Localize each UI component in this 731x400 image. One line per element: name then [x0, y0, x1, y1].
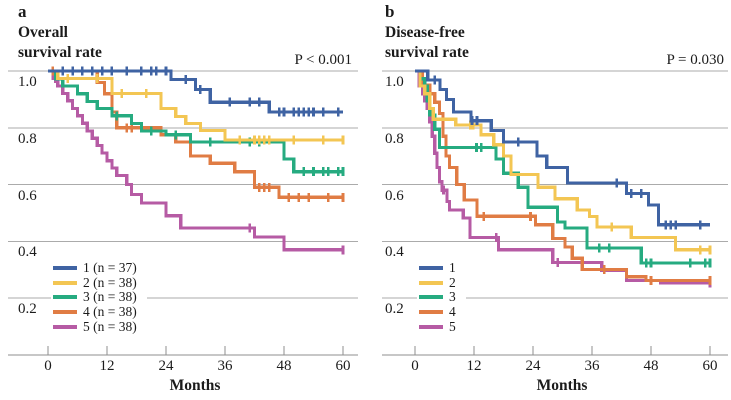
panel-a-legend-label-1: 1 (n = 37) — [83, 260, 137, 276]
panel-a-ytick-0.8: 0.8 — [18, 130, 37, 147]
panel-a-title: Overall survival rate — [18, 23, 102, 63]
panel-b-legend-item-5: 5 — [419, 319, 456, 334]
panel-a-legend-item-3: 3 (n = 38) — [53, 289, 137, 305]
panel-b-legend-item-1: 1 — [419, 260, 456, 276]
panel-a-legend-item-2: 2 (n = 38) — [53, 274, 137, 291]
panel-b-ytick-0.4: 0.4 — [385, 244, 404, 261]
panel-a-title-line2: survival rate — [18, 44, 102, 62]
panel-b-letter: b — [385, 2, 395, 21]
panel-a-legend-swatch-3 — [53, 295, 77, 300]
panel-a-xtick-12: 12 — [99, 358, 115, 374]
panel-b-xtick-24: 24 — [525, 358, 541, 374]
panel-b-legend-label-2: 2 — [449, 274, 456, 290]
panel-a-xtick-24: 24 — [158, 358, 174, 374]
panel-a-legend-label-2: 2 (n = 38) — [83, 274, 137, 290]
panel-a-legend-swatch-4 — [53, 310, 77, 315]
panel-a-letter: a — [18, 2, 27, 21]
panel-b-legend-label-5: 5 — [449, 318, 456, 334]
panel-a-legend-swatch-5 — [53, 324, 77, 329]
panel-a-xtick-48: 48 — [276, 358, 292, 374]
panel-b-ytick-1.0: 1.0 — [385, 74, 404, 90]
panel-b-title-line1: Disease-free — [385, 24, 465, 41]
panel-b-legend-swatch-3 — [419, 295, 443, 300]
panel-b-ytick-0.8: 0.8 — [385, 130, 404, 147]
panel-a-xaxis-title: Months — [169, 377, 221, 394]
panel-b-xtick-48: 48 — [643, 358, 659, 374]
panel-b-ytick-0.2: 0.2 — [385, 301, 404, 317]
panel-b-legend-item-4: 4 — [419, 304, 456, 320]
panel-a-legend-label-4: 4 (n = 38) — [83, 304, 137, 320]
panel-b-xtick-0: 0 — [411, 358, 419, 374]
panel-a-legend-swatch-2 — [53, 280, 77, 285]
panel-b-xtick-60: 60 — [702, 358, 718, 374]
panel-b-legend-item-3: 3 — [419, 289, 456, 305]
panel-a-ytick-0.4: 0.4 — [18, 244, 37, 261]
panel-a-legend: 1 (n = 37) 2 (n = 38) 3 (n = 38) 4 (n = 38)… — [51, 258, 147, 337]
panel-a-legend-item-1: 1 (n = 37) — [53, 260, 137, 276]
panel-b-legend-swatch-1 — [419, 266, 443, 271]
panel-a-series-1-curve — [48, 69, 343, 114]
panel-a-xtick-60: 60 — [335, 358, 351, 374]
panel-b-legend-label-4: 4 — [449, 304, 456, 320]
panel-b-series-5-curve — [415, 69, 710, 285]
panel-a-series-2-curve — [48, 69, 343, 142]
panel-a-xtick-0: 0 — [44, 358, 52, 374]
panel-b-ytick-0.6: 0.6 — [385, 187, 404, 204]
panel-a-series-5-curve — [48, 69, 343, 252]
panel-b-legend-swatch-5 — [419, 324, 443, 329]
panel-b-title: Disease-free survival rate — [385, 23, 469, 63]
panel-b-xaxis-title: Months — [536, 377, 588, 394]
panel-b-xtick-36: 36 — [584, 358, 600, 374]
panel-b-pvalue: P = 0.030 — [666, 52, 725, 68]
panel-a-legend-item-4: 4 (n = 38) — [53, 304, 137, 320]
panel-b-series-2-curve — [415, 69, 710, 252]
panel-a-legend-swatch-1 — [53, 266, 77, 271]
panel-a-xtick-36: 36 — [217, 358, 233, 374]
panel-b-xtick-12: 12 — [466, 358, 482, 374]
panel-b-title-line2: survival rate — [385, 44, 469, 62]
panel-a-pvalue: P < 0.001 — [294, 52, 353, 68]
panel-a-legend-label-5: 5 (n = 38) — [83, 318, 137, 334]
panel-a-ytick-1.0: 1.0 — [18, 74, 37, 90]
panel-a-title-line1: Overall — [18, 24, 68, 41]
panel-b-series-3-curve — [415, 69, 710, 265]
panel-b-legend-swatch-4 — [419, 310, 443, 315]
panel-b-series-4-curve — [415, 69, 710, 283]
panel-b-legend-item-2: 2 — [419, 274, 456, 291]
panel-b-legend-swatch-2 — [419, 280, 443, 285]
panel-b-legend-label-1: 1 — [449, 260, 456, 276]
panel-a-legend-label-3: 3 (n = 38) — [83, 289, 137, 305]
panel-b-series-1-curve — [415, 69, 710, 227]
panel-a-legend-item-5: 5 (n = 38) — [53, 319, 137, 334]
panel-a-ytick-0.2: 0.2 — [18, 301, 37, 317]
panel-b-legend-label-3: 3 — [449, 289, 456, 305]
panel-a-ytick-0.6: 0.6 — [18, 187, 37, 204]
